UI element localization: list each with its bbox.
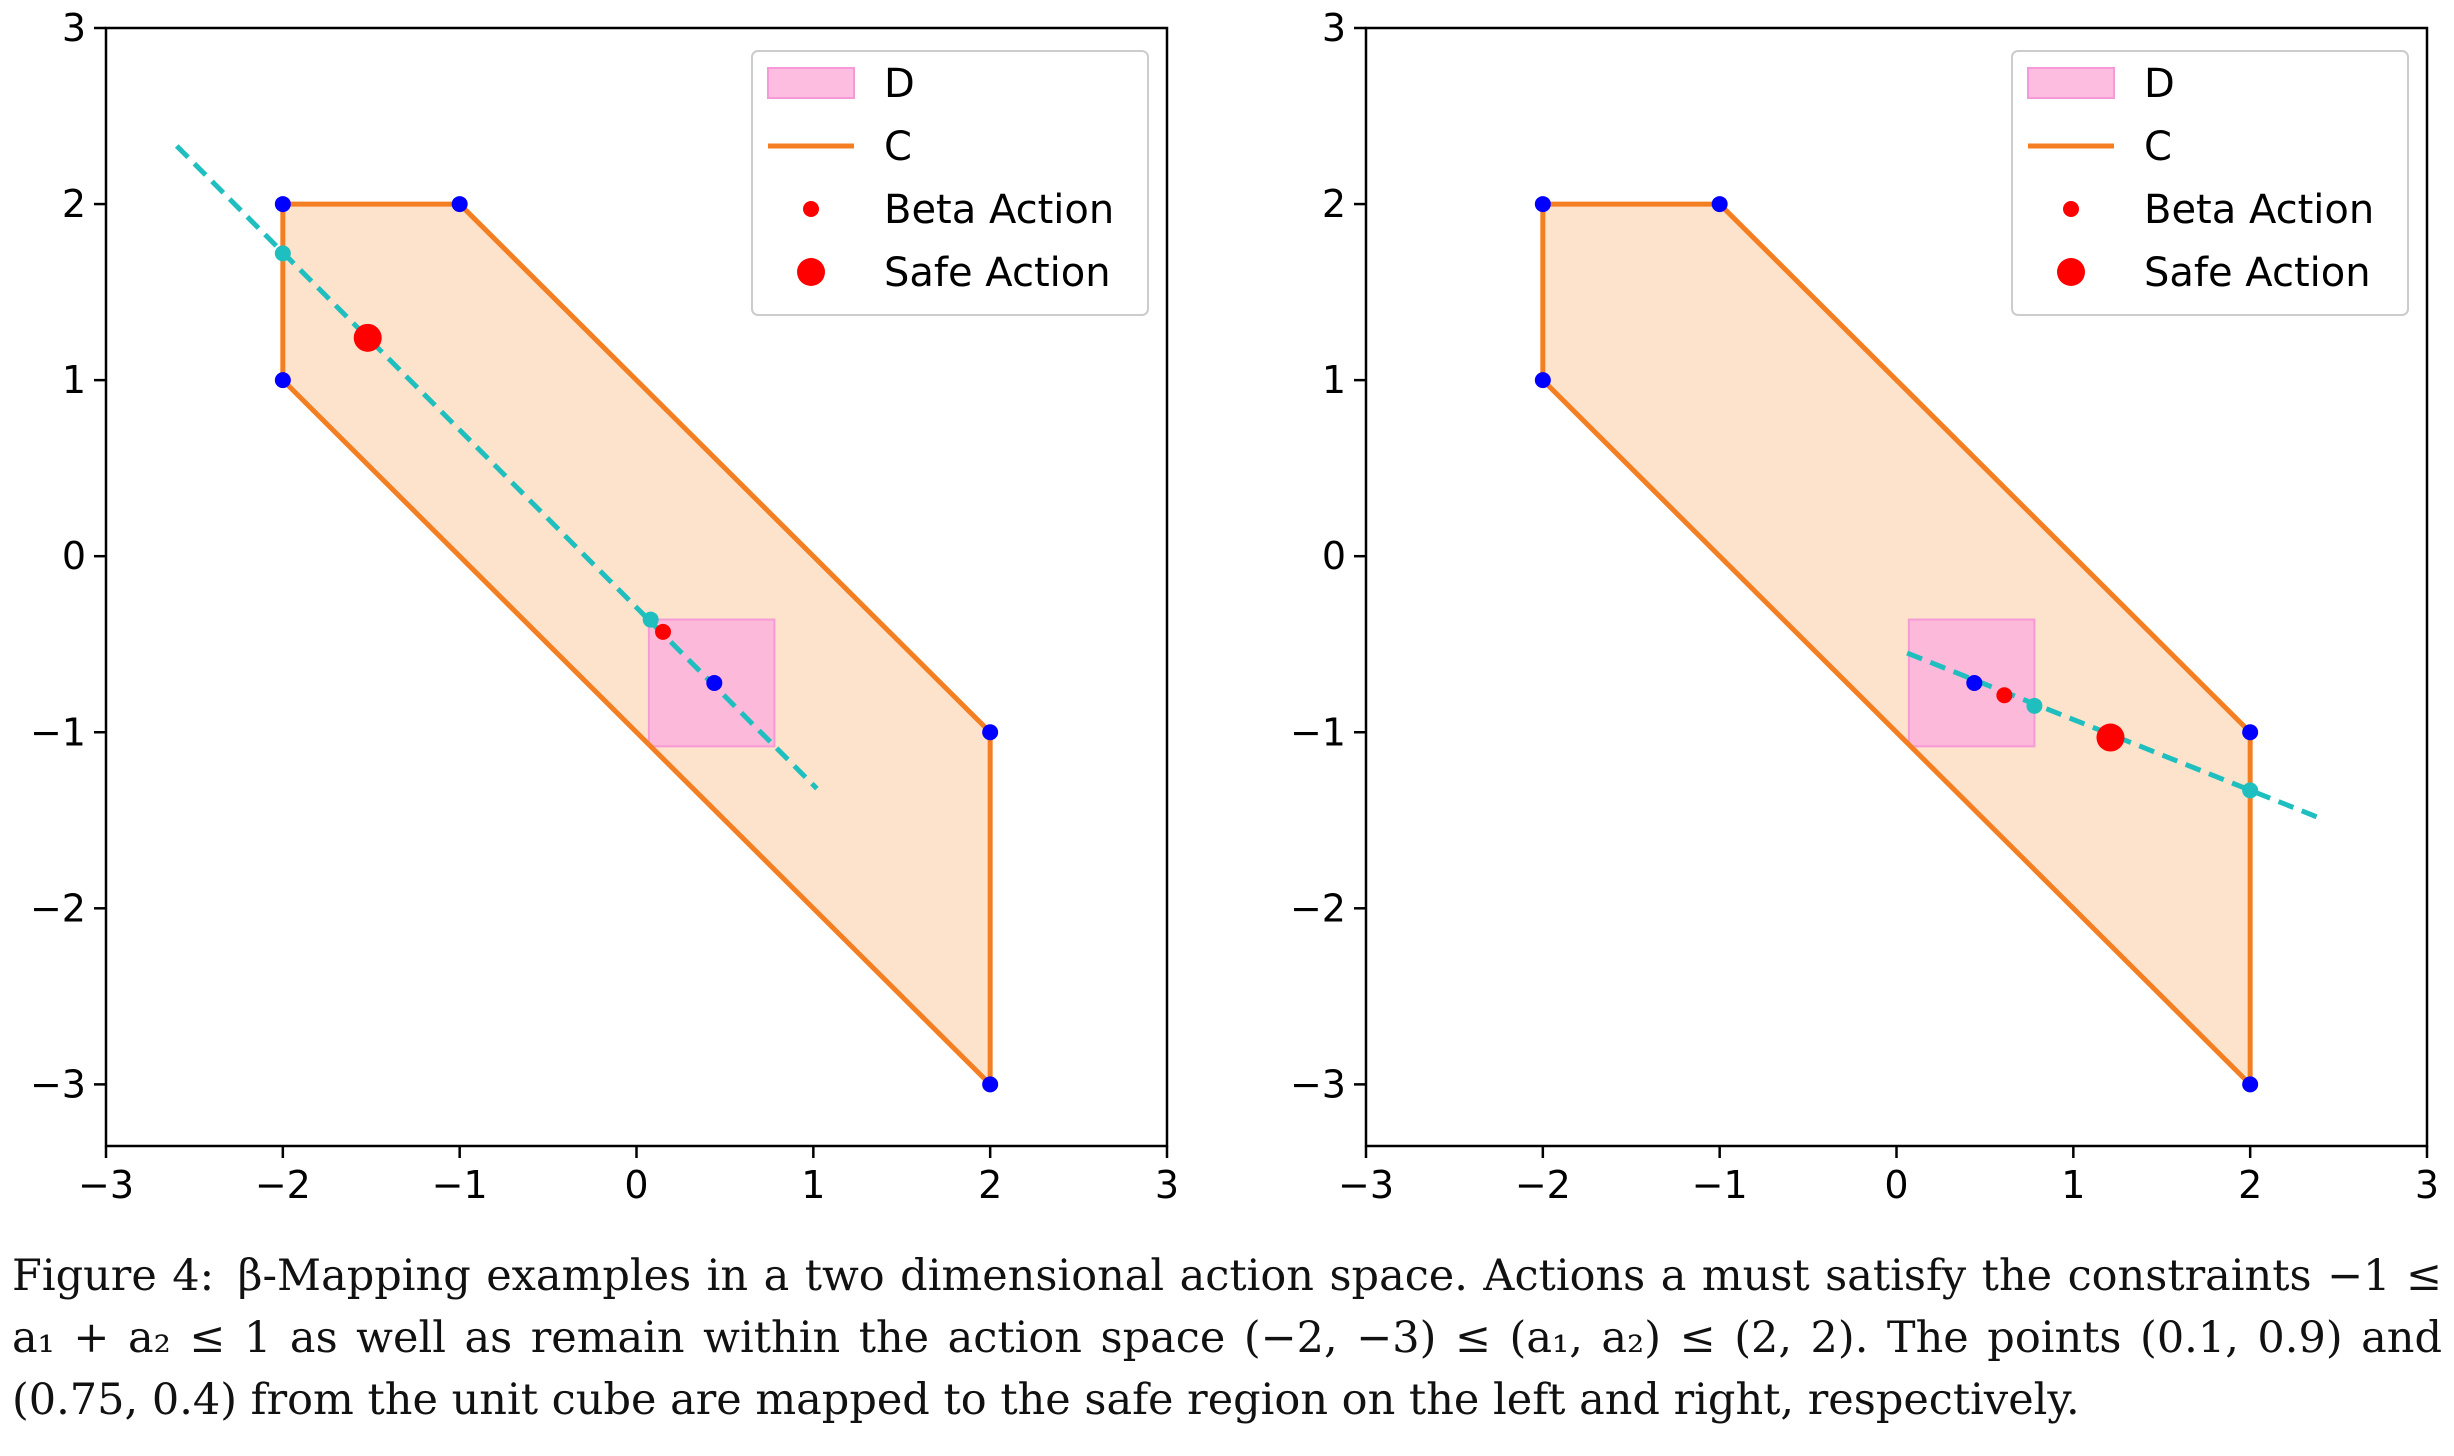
y-tick-label: −2 bbox=[1290, 886, 1346, 930]
vertex-point bbox=[982, 724, 999, 741]
x-tick-label: 3 bbox=[1155, 1163, 1179, 1207]
x-tick-label: 2 bbox=[978, 1163, 1002, 1207]
right-plot-svg: −3 −2 −1 0 1 2 3 −3 −2 −1 0 1 2 3 DC Beta Action Safe Ac… bbox=[1290, 6, 2439, 1207]
legend-box bbox=[751, 50, 1149, 316]
y-tick-label: 2 bbox=[62, 182, 86, 226]
legend-swatch-safe-action bbox=[797, 258, 825, 286]
x-tick-label: −1 bbox=[1692, 1163, 1748, 1207]
intersection-point bbox=[642, 611, 659, 628]
unit-cube-point bbox=[1966, 674, 1983, 691]
y-tick-label: 2 bbox=[1322, 182, 1346, 226]
vertex-point bbox=[2242, 1076, 2259, 1093]
constraint-outline bbox=[1540, 201, 2253, 1087]
legend-swatch-safe-action bbox=[2057, 258, 2085, 286]
x-tick-label: −2 bbox=[1515, 1163, 1571, 1207]
x-tick-label: 0 bbox=[624, 1163, 648, 1207]
x-tick-label: 0 bbox=[1884, 1163, 1908, 1207]
legend-label: Beta Action bbox=[884, 187, 1114, 233]
legend-label: D bbox=[884, 61, 915, 107]
legend-label: C bbox=[884, 124, 912, 170]
legend-swatch-d bbox=[767, 67, 855, 99]
constraint-outline bbox=[280, 201, 993, 1087]
y-tick-label: −2 bbox=[30, 886, 86, 930]
right-plot: −3 −2 −1 0 1 2 3 −3 −2 −1 0 1 2 3 D C Beta Action Safe Ac… bbox=[1260, 0, 2454, 1220]
legend-label: D bbox=[2144, 61, 2175, 107]
caption-text: β-Mapping examples in a two dimensional … bbox=[12, 1251, 2442, 1425]
vertex-point bbox=[274, 196, 291, 213]
safe-action-point bbox=[353, 323, 382, 352]
unit-cube-point bbox=[706, 674, 723, 691]
y-tick-label: 3 bbox=[1322, 6, 1346, 50]
legend-box bbox=[2011, 50, 2409, 316]
y-tick-label: 3 bbox=[62, 6, 86, 50]
x-tick-label: −2 bbox=[255, 1163, 311, 1207]
y-tick-label: −3 bbox=[1290, 1062, 1346, 1106]
x-tick-label: 2 bbox=[2238, 1163, 2262, 1207]
vertex-point bbox=[451, 196, 468, 213]
y-tick-label: −3 bbox=[30, 1062, 86, 1106]
vertex-point bbox=[274, 372, 291, 389]
beta-action-point bbox=[655, 623, 672, 640]
y-tick-label: −1 bbox=[1290, 710, 1346, 754]
intersection-point bbox=[274, 245, 291, 262]
vertex-point bbox=[1711, 196, 1728, 213]
y-tick-label: 1 bbox=[62, 358, 86, 402]
x-tick-label: 1 bbox=[2061, 1163, 2085, 1207]
legend-swatch-beta-action bbox=[803, 201, 819, 217]
intersection-point bbox=[2242, 782, 2259, 799]
legend-label: Safe Action bbox=[2144, 250, 2371, 296]
caption-label: Figure 4: bbox=[12, 1251, 215, 1301]
y-tick-label: 0 bbox=[62, 534, 86, 578]
beta-action-point bbox=[1996, 687, 2013, 704]
legend-label: C bbox=[2144, 124, 2172, 170]
safe-region-fill bbox=[282, 204, 991, 1085]
intersection-point bbox=[2026, 697, 2043, 714]
x-tick-label: −3 bbox=[78, 1163, 134, 1207]
x-tick-label: −3 bbox=[1338, 1163, 1394, 1207]
legend-swatch-beta-action bbox=[2063, 201, 2079, 217]
y-tick-label: −1 bbox=[30, 710, 86, 754]
y-tick-label: 0 bbox=[1322, 534, 1346, 578]
y-tick-label: 1 bbox=[1322, 358, 1346, 402]
x-tick-label: 1 bbox=[801, 1163, 825, 1207]
vertex-point bbox=[1534, 372, 1551, 389]
x-tick-label: 3 bbox=[2415, 1163, 2439, 1207]
left-plot: −3 −2 −1 0 1 2 3 −3 −2 −1 0 1 2 3 D C Beta Action Safe Ac… bbox=[0, 0, 1200, 1220]
legend-swatch-d bbox=[2027, 67, 2115, 99]
left-plot-svg: −3 −2 −1 0 1 2 3 −3 −2 −1 0 1 2 3 DC Beta Action Safe Ac… bbox=[30, 6, 1179, 1207]
safe-action-point bbox=[2096, 723, 2125, 752]
figure-caption: Figure 4: β-Mapping examples in a two di… bbox=[12, 1245, 2442, 1431]
vertex-point bbox=[2242, 724, 2259, 741]
legend-label: Beta Action bbox=[2144, 187, 2374, 233]
legend-label: Safe Action bbox=[884, 250, 1111, 296]
safe-region-fill bbox=[1542, 204, 2251, 1085]
vertex-point bbox=[982, 1076, 999, 1093]
x-tick-label: −1 bbox=[432, 1163, 488, 1207]
vertex-point bbox=[1534, 196, 1551, 213]
